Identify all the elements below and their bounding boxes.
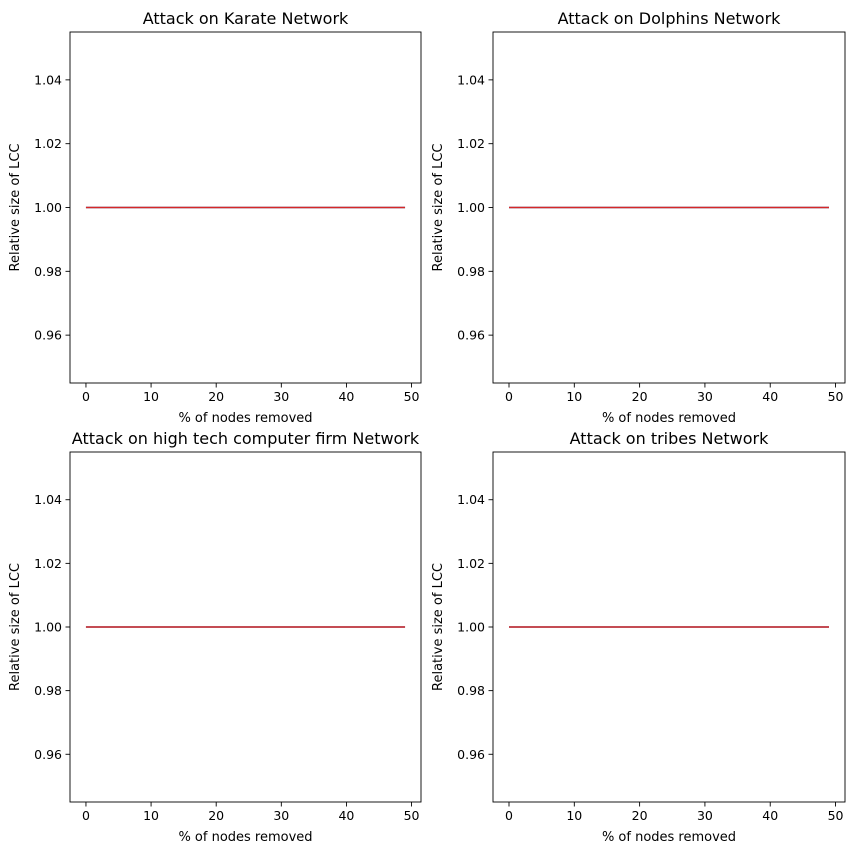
x-tick-label: 40 xyxy=(762,389,778,404)
x-tick-label: 30 xyxy=(273,808,289,823)
x-tick-label: 0 xyxy=(82,808,90,823)
y-tick-label: 1.00 xyxy=(457,200,485,215)
subplot-3: 0 10 20 30 40 50 0.96 0.98 1.00 1.02 1.04 Attack on… xyxy=(8,429,422,845)
y-tick-label: 1.00 xyxy=(34,200,62,215)
y-axis-label: Relative size of LCC xyxy=(431,144,446,272)
subplot-2: 0 10 20 30 40 50 0.96 0.98 1.00 1.02 1.04 Attack on… xyxy=(431,9,846,426)
y-tick-label: 0.96 xyxy=(34,747,62,762)
x-tick-label: 40 xyxy=(338,808,354,823)
y-tick-label: 0.96 xyxy=(34,328,62,343)
x-tick-label: 20 xyxy=(208,808,224,823)
y-axis-label: Relative size of LCC xyxy=(8,144,23,272)
x-tick-label: 20 xyxy=(632,389,648,404)
x-tick-label: 10 xyxy=(566,389,582,404)
y-tick-label: 1.04 xyxy=(34,72,62,87)
x-tick-label: 50 xyxy=(404,389,420,404)
y-tick-label: 0.96 xyxy=(457,747,485,762)
subplot-1: 0 10 20 30 40 50 0.96 0.98 1.00 1.02 1.04 Attack on… xyxy=(8,9,422,426)
x-tick-label: 50 xyxy=(828,808,844,823)
x-tick-label: 50 xyxy=(404,808,420,823)
y-tick-label: 1.00 xyxy=(457,620,485,635)
x-axis-label: % of nodes removed xyxy=(178,411,312,426)
y-tick-label: 0.98 xyxy=(457,264,485,279)
y-tick-label: 1.02 xyxy=(457,556,485,571)
y-tick-label: 0.98 xyxy=(34,264,62,279)
chart-title: Attack on high tech computer firm Networ… xyxy=(72,429,420,448)
chart-title: Attack on Karate Network xyxy=(143,9,349,28)
y-tick-label: 1.04 xyxy=(457,72,485,87)
x-tick-label: 20 xyxy=(632,808,648,823)
x-axis-label: % of nodes removed xyxy=(602,830,736,845)
x-tick-label: 0 xyxy=(82,389,90,404)
x-tick-label: 40 xyxy=(762,808,778,823)
x-tick-label: 0 xyxy=(505,389,513,404)
subplot-4: 0 10 20 30 40 50 0.96 0.98 1.00 1.02 1.04 Attack on… xyxy=(431,429,846,845)
x-tick-label: 20 xyxy=(208,389,224,404)
x-tick-label: 10 xyxy=(143,808,159,823)
y-tick-label: 1.02 xyxy=(457,136,485,151)
x-tick-label: 30 xyxy=(697,389,713,404)
y-tick-label: 0.98 xyxy=(457,683,485,698)
y-tick-label: 0.98 xyxy=(34,683,62,698)
x-axis-label: % of nodes removed xyxy=(602,411,736,426)
x-tick-label: 10 xyxy=(143,389,159,404)
y-tick-label: 1.04 xyxy=(34,492,62,507)
x-tick-label: 30 xyxy=(697,808,713,823)
y-tick-label: 1.00 xyxy=(34,620,62,635)
y-axis-label: Relative size of LCC xyxy=(431,563,446,691)
x-tick-label: 30 xyxy=(273,389,289,404)
y-tick-label: 1.02 xyxy=(34,136,62,151)
y-tick-label: 1.04 xyxy=(457,492,485,507)
y-axis-label: Relative size of LCC xyxy=(8,563,23,691)
x-tick-label: 0 xyxy=(505,808,513,823)
x-tick-label: 10 xyxy=(566,808,582,823)
y-tick-label: 0.96 xyxy=(457,328,485,343)
chart-title: Attack on Dolphins Network xyxy=(558,9,782,28)
x-tick-label: 40 xyxy=(338,389,354,404)
x-axis-label: % of nodes removed xyxy=(178,830,312,845)
x-tick-label: 50 xyxy=(828,389,844,404)
chart-title: Attack on tribes Network xyxy=(570,429,769,448)
y-tick-label: 1.02 xyxy=(34,556,62,571)
